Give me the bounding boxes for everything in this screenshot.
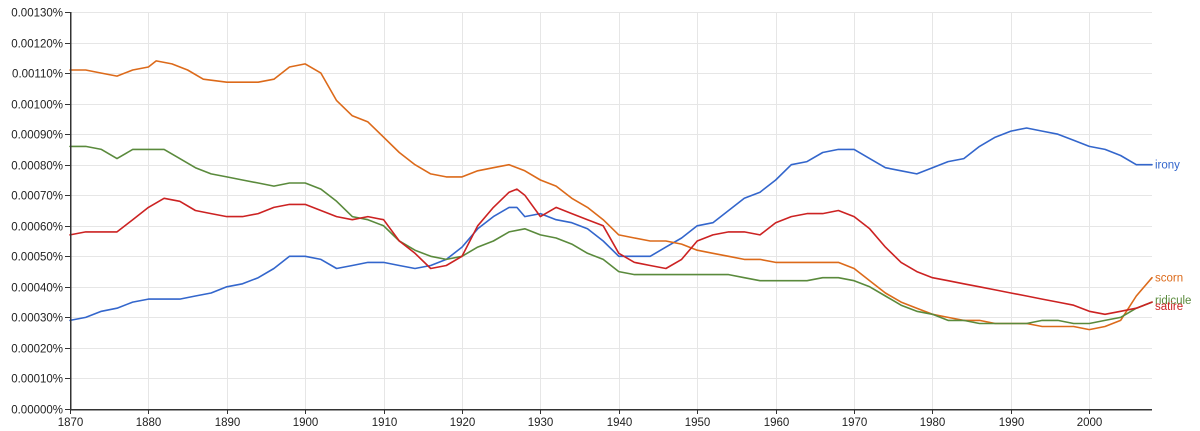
y-tick-label: 0.00050% — [11, 252, 63, 264]
x-tick-label: 1940 — [607, 417, 633, 429]
series-label-satire: satire — [1155, 301, 1183, 313]
y-tick-label: 0.00070% — [11, 191, 63, 203]
x-tick-label: 1900 — [293, 417, 319, 429]
x-tick-label: 1870 — [58, 417, 84, 429]
series-lines — [69, 60, 1153, 331]
x-tick-label: 1980 — [920, 417, 946, 429]
series-line-scorn — [69, 60, 1153, 331]
y-tick-label: 0.00080% — [11, 161, 63, 173]
x-tick-label: 1910 — [372, 417, 398, 429]
y-tick-label: 0.00040% — [11, 283, 63, 295]
y-tick-label: 0.00130% — [11, 8, 63, 20]
series-label-scorn: scorn — [1155, 273, 1183, 285]
gridlines — [70, 12, 1152, 409]
x-tick-label: 1960 — [764, 417, 790, 429]
x-tick-label: 1950 — [685, 417, 711, 429]
x-tick-label: 1880 — [136, 417, 162, 429]
series-line-irony — [69, 127, 1153, 322]
x-tick-label: 2000 — [1077, 417, 1103, 429]
x-axis-ticks: 1870 1880 1890 1900 1910 1920 1930 1940 1950 1960… — [58, 409, 1103, 429]
y-tick-label: 0.00020% — [11, 344, 63, 356]
y-tick-label: 0.00090% — [11, 130, 63, 142]
y-axis-ticks: 0.00000% 0.00010% 0.00020% 0.00030% 0.00040%… — [11, 8, 70, 417]
x-tick-label: 1930 — [528, 417, 554, 429]
y-tick-label: 0.00100% — [11, 100, 63, 112]
y-tick-label: 0.00060% — [11, 222, 63, 234]
series-label-ridicule: ridicule — [1155, 295, 1191, 307]
y-tick-label: 0.00030% — [11, 313, 63, 325]
series-line-ridicule — [69, 145, 1153, 325]
y-tick-label: 0.00010% — [11, 374, 63, 386]
y-tick-label: 0.00000% — [11, 405, 63, 417]
x-tick-label: 1920 — [450, 417, 476, 429]
x-tick-label: 1890 — [215, 417, 241, 429]
series-label-irony: irony — [1155, 160, 1180, 172]
series-line-satire — [69, 188, 1153, 316]
y-tick-label: 0.00120% — [11, 39, 63, 51]
y-tick-label: 0.00110% — [12, 69, 63, 81]
x-tick-label: 1970 — [842, 417, 868, 429]
x-tick-label: 1990 — [999, 417, 1025, 429]
